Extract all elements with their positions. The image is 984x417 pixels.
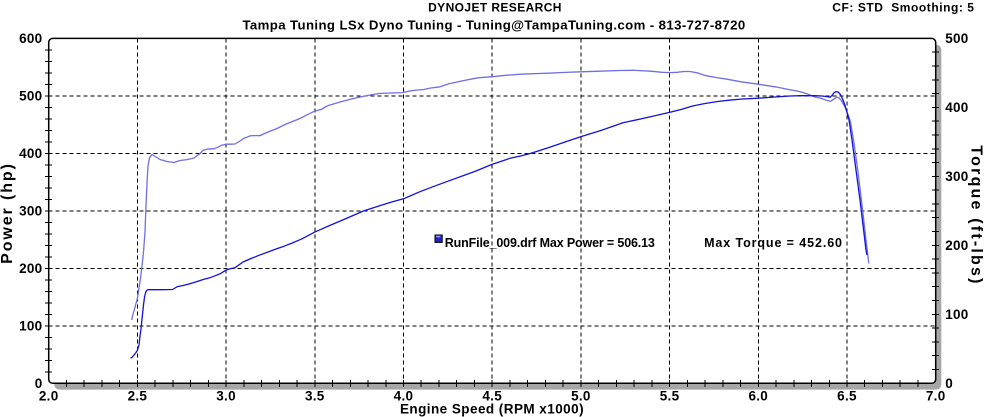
svg-text:RunFile_009.drf Max Power = 50: RunFile_009.drf Max Power = 506.13 (445, 236, 655, 250)
svg-text:500: 500 (19, 88, 42, 103)
svg-text:7.0: 7.0 (926, 389, 946, 404)
svg-text:2.0: 2.0 (39, 389, 59, 404)
svg-text:Max Torque = 452.60: Max Torque = 452.60 (704, 236, 843, 250)
svg-text:Engine Speed (RPM x1000): Engine Speed (RPM x1000) (400, 402, 584, 417)
svg-text:400: 400 (19, 146, 42, 161)
svg-text:5.5: 5.5 (660, 389, 680, 404)
svg-text:DYNOJET RESEARCH: DYNOJET RESEARCH (428, 1, 562, 15)
svg-text:200: 200 (945, 238, 968, 253)
svg-text:300: 300 (19, 203, 42, 218)
svg-text:2.5: 2.5 (128, 389, 148, 404)
svg-text:100: 100 (19, 318, 42, 333)
svg-text:6.0: 6.0 (748, 389, 768, 404)
svg-text:600: 600 (19, 31, 42, 46)
svg-text:0: 0 (945, 376, 953, 391)
svg-text:4.5: 4.5 (482, 389, 502, 404)
svg-text:300: 300 (945, 169, 968, 184)
svg-text:200: 200 (19, 261, 42, 276)
svg-text:6.5: 6.5 (837, 389, 857, 404)
svg-text:100: 100 (945, 307, 968, 322)
svg-text:500: 500 (945, 31, 968, 46)
svg-text:0: 0 (35, 376, 43, 391)
svg-text:3.5: 3.5 (305, 389, 325, 404)
svg-text:CF: STD Smoothing: 5: CF: STD Smoothing: 5 (832, 1, 974, 15)
svg-text:4.0: 4.0 (394, 389, 414, 404)
svg-text:400: 400 (945, 100, 968, 115)
svg-text:5.0: 5.0 (571, 389, 591, 404)
svg-text:Tampa Tuning LSx Dyno Tuning -: Tampa Tuning LSx Dyno Tuning - Tuning@Ta… (242, 18, 745, 33)
svg-text:3.0: 3.0 (216, 389, 236, 404)
svg-text:Torque (ft-lbs): Torque (ft-lbs) (968, 145, 984, 285)
svg-text:Power (hp): Power (hp) (0, 162, 16, 264)
